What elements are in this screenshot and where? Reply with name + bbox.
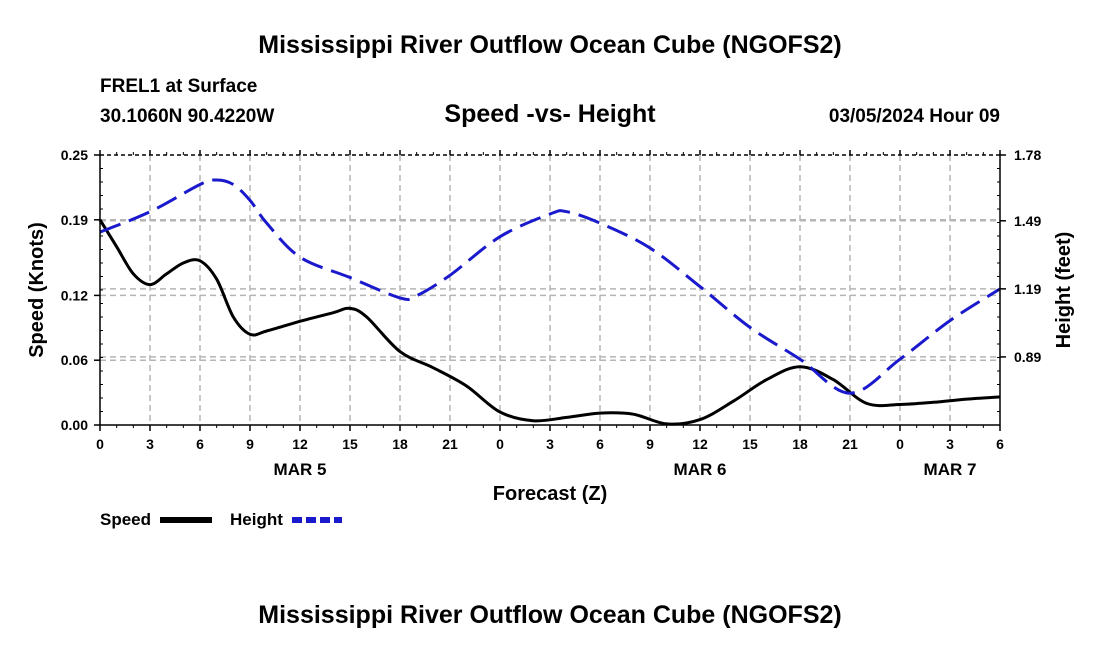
station-label: FREL1 at Surface — [100, 76, 258, 97]
x-tick-label: 6 — [596, 436, 604, 452]
x-tick-label: 9 — [646, 436, 654, 452]
y-left-tick-label: 0.25 — [61, 147, 88, 163]
y-left-tick-label: 0.00 — [61, 417, 88, 433]
x-tick-label: 3 — [146, 436, 154, 452]
y-left-tick-label: 0.19 — [61, 212, 88, 228]
x-tick-label: 21 — [842, 436, 858, 452]
y-right-tick-label: 1.49 — [1014, 213, 1041, 229]
chart-subtitle: Speed -vs- Height — [444, 100, 656, 128]
x-tick-label: 3 — [546, 436, 554, 452]
series-layer — [98, 178, 1001, 426]
x-tick-label: 15 — [742, 436, 758, 452]
x-tick-label: 0 — [896, 436, 904, 452]
station-coordinates: 30.1060N 90.4220W — [100, 106, 275, 127]
x-tick-label: 0 — [496, 436, 504, 452]
x-tick-label: 6 — [196, 436, 204, 452]
x-tick-label: 12 — [292, 436, 308, 452]
grid-layer — [100, 155, 1000, 425]
forecast-datetime: 03/05/2024 Hour 09 — [828, 106, 1000, 127]
x-tick-label: 12 — [692, 436, 708, 452]
x-tick-label: 18 — [792, 436, 808, 452]
legend: Speed Height — [100, 510, 342, 529]
y-right-tick-label: 0.89 — [1014, 349, 1041, 365]
series-line-height — [99, 178, 1001, 395]
x-axis-label: Forecast (Z) — [493, 483, 607, 505]
legend-height-label: Height — [230, 510, 283, 529]
x-tick-label: 0 — [96, 436, 104, 452]
y-left-tick-label: 0.12 — [61, 287, 88, 303]
x-tick-label: 9 — [246, 436, 254, 452]
x-tick-label: 21 — [442, 436, 458, 452]
day-label: MAR 6 — [674, 460, 727, 479]
y-right-tick-label: 1.78 — [1014, 147, 1041, 163]
x-tick-label: 3 — [946, 436, 954, 452]
y-right-tick-label: 1.19 — [1014, 281, 1041, 297]
x-tick-label: 6 — [996, 436, 1004, 452]
day-label: MAR 5 — [274, 460, 327, 479]
y-axis-right-label: Height (feet) — [1053, 232, 1075, 349]
labels-layer: 0 3 6 9 12 15 18 21 0 3 6 9 12 15 18 21 0 3 6 0.00 0.06 0.12 0… — [61, 147, 1042, 479]
x-tick-label: 15 — [342, 436, 358, 452]
legend-speed-label: Speed — [100, 510, 151, 529]
footer-title: Mississippi River Outflow Ocean Cube (NG… — [258, 601, 842, 629]
chart-main-title: Mississippi River Outflow Ocean Cube (NG… — [258, 31, 842, 59]
day-label: MAR 7 — [924, 460, 977, 479]
axes-layer — [94, 150, 1006, 431]
x-tick-label: 18 — [392, 436, 408, 452]
y-axis-left-label: Speed (Knots) — [26, 222, 48, 358]
y-left-tick-label: 0.06 — [61, 352, 88, 368]
